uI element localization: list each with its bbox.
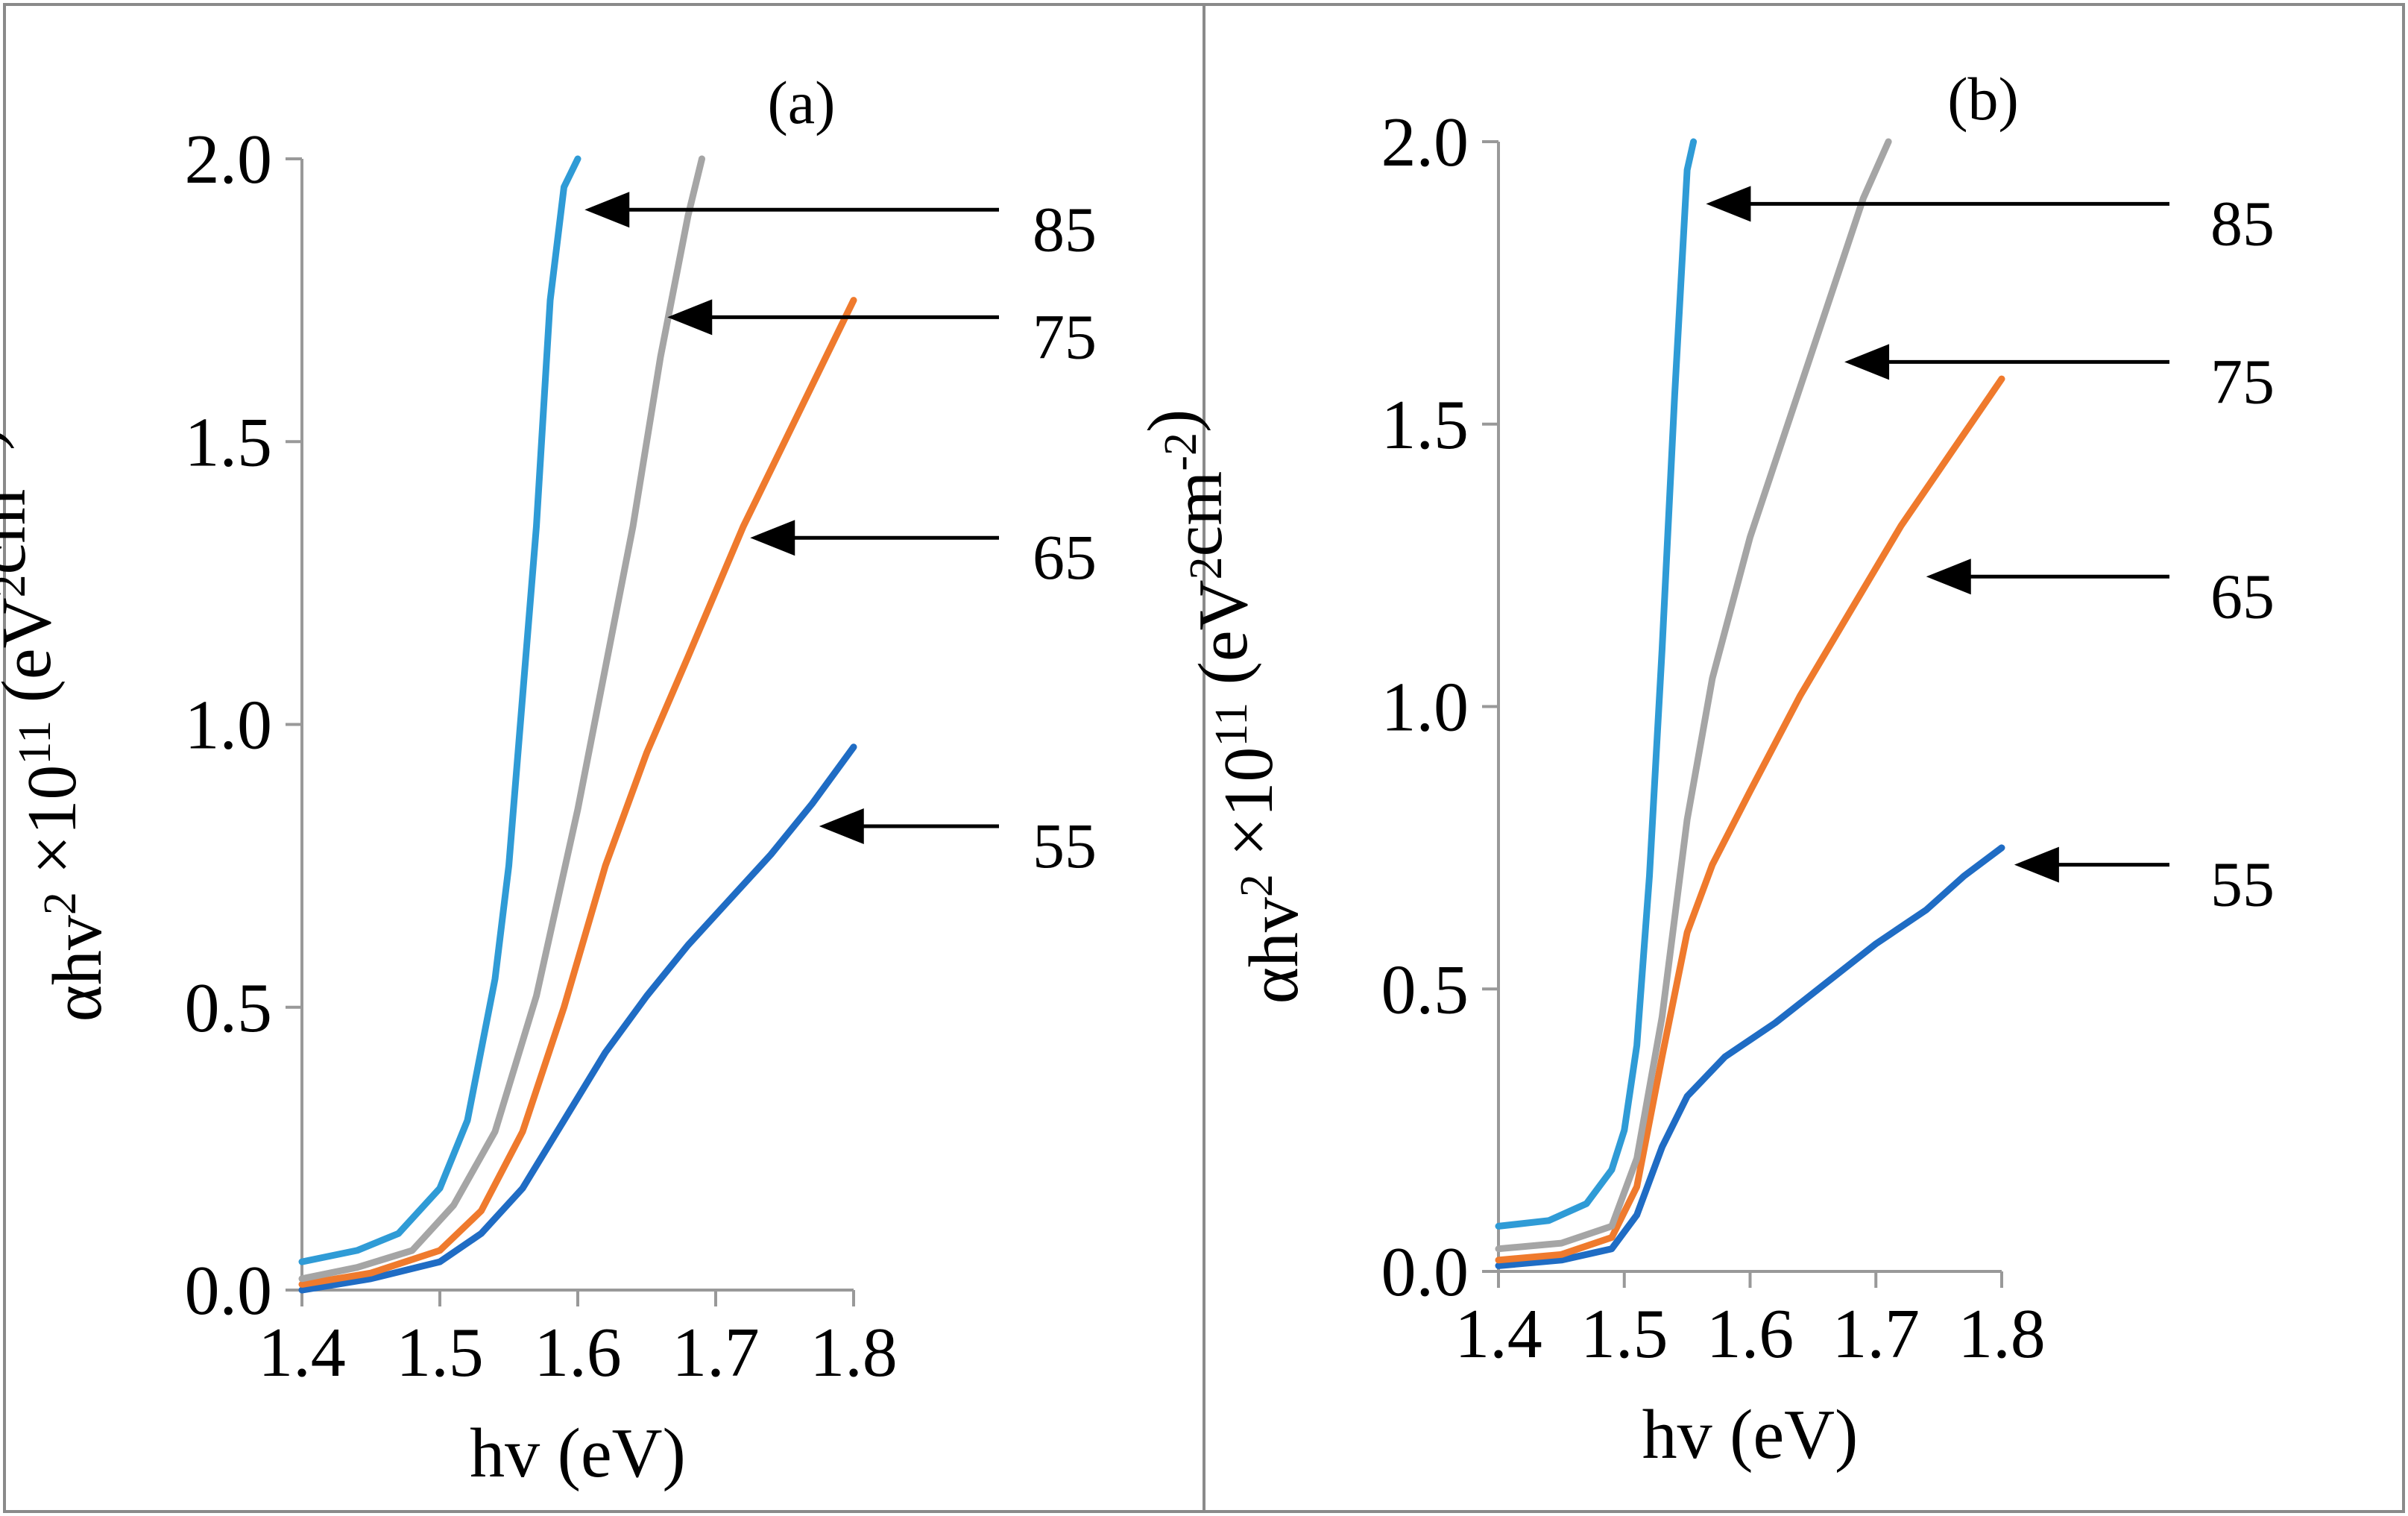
y-tick-label: 0.5	[1381, 951, 1469, 1028]
x-tick-label: 1.4	[1454, 1295, 1542, 1373]
arrow-head	[819, 808, 864, 845]
series-line-75	[1495, 138, 1892, 1253]
x-axis-label: hv (eV)	[1642, 1396, 1859, 1473]
y-axis-label-part: 2	[1181, 556, 1232, 579]
y-tick-label: 1.0	[185, 687, 273, 764]
y-axis-label-part: 2	[0, 574, 35, 597]
curve-label: 65	[2210, 560, 2275, 632]
x-tick-label: 1.5	[396, 1314, 484, 1391]
panel-a: 0.0 0.5 1.0 1.5 2.0 1.4 1.5 1.6 1.7 1.8 hv (eV) αhv…	[0, 69, 1097, 1492]
y-axis-label-part: -2	[0, 450, 10, 489]
x-axis-label: hv (eV)	[470, 1415, 686, 1492]
curve-label: 55	[1033, 810, 1097, 881]
x-tick-label: 1.5	[1580, 1295, 1668, 1373]
series-line-55	[298, 743, 857, 1294]
y-tick-label: 0.5	[185, 969, 273, 1047]
x-tick-label: 1.8	[810, 1314, 898, 1391]
arrow-head	[1706, 186, 1751, 222]
y-axis-label-part: ×10	[13, 765, 91, 893]
panel-label: (b)	[1947, 65, 2019, 133]
series-line-85	[298, 155, 581, 1265]
y-axis-label-part: αhv	[39, 915, 116, 1022]
panel-b: 0.0 0.5 1.0 1.5 2.0 1.4 1.5 1.6 1.7 1.8 hv (eV) αhv…	[1134, 65, 2275, 1473]
y-tick-label: 1.5	[1381, 386, 1469, 464]
curve-label: 65	[1033, 521, 1097, 593]
x-tick-label: 1.7	[1832, 1295, 1920, 1373]
y-axis-label-part: (eV	[0, 597, 66, 720]
y-axis-label-part: ×10	[1210, 747, 1287, 875]
panel-label: (a)	[767, 69, 835, 136]
y-axis-label-part: 2	[1232, 874, 1282, 897]
y-axis-label: αhv2 ×1011 (eV2cm-2)	[1134, 409, 1313, 1004]
arrow-head	[1844, 344, 1890, 380]
y-axis-label-part: )	[0, 427, 15, 450]
y-tick-label: 2.0	[185, 121, 273, 198]
arrow-head	[750, 520, 795, 556]
curve-label: 75	[1033, 301, 1097, 372]
y-tick-label: 1.0	[1381, 669, 1469, 746]
series-line-55	[1495, 844, 2005, 1269]
y-axis-label-part: 11	[10, 720, 60, 765]
series-line-65	[1495, 375, 2005, 1264]
x-tick-label: 1.7	[672, 1314, 760, 1391]
y-axis-label: αhv2 ×1011 (eV2cm-2)	[0, 427, 116, 1022]
x-tick-label: 1.8	[1958, 1295, 2046, 1373]
arrow-head	[1926, 559, 1971, 595]
y-axis-label-part: )	[1134, 409, 1211, 433]
y-axis-label-part: 11	[1206, 702, 1257, 747]
curve-label: 85	[2210, 187, 2275, 259]
y-axis-label-part: 2	[35, 892, 86, 915]
y-axis-label-part: cm	[1159, 471, 1237, 557]
curve-label: 75	[2210, 345, 2275, 417]
series-line-85	[1495, 138, 1698, 1230]
series-line-75	[298, 155, 705, 1283]
y-axis-label-part: cm	[0, 489, 40, 575]
arrow-head	[2014, 846, 2059, 883]
y-tick-label: 0.0	[1381, 1233, 1469, 1311]
x-tick-label: 1.6	[534, 1314, 622, 1391]
y-tick-label: 0.0	[185, 1252, 273, 1330]
y-axis-label-part: (eV	[1185, 579, 1262, 702]
x-tick-label: 1.6	[1706, 1295, 1794, 1373]
y-axis-label-part: -2	[1156, 433, 1206, 471]
y-tick-label: 1.5	[185, 403, 273, 481]
x-tick-label: 1.4	[258, 1314, 346, 1391]
curve-label: 55	[2210, 849, 2275, 920]
y-axis-label-part: αhv	[1235, 897, 1313, 1004]
y-tick-label: 2.0	[1381, 104, 1469, 181]
series-line-65	[298, 297, 857, 1288]
arrow-head	[584, 192, 630, 228]
arrow-head	[667, 299, 713, 336]
curve-label: 85	[1033, 193, 1097, 265]
